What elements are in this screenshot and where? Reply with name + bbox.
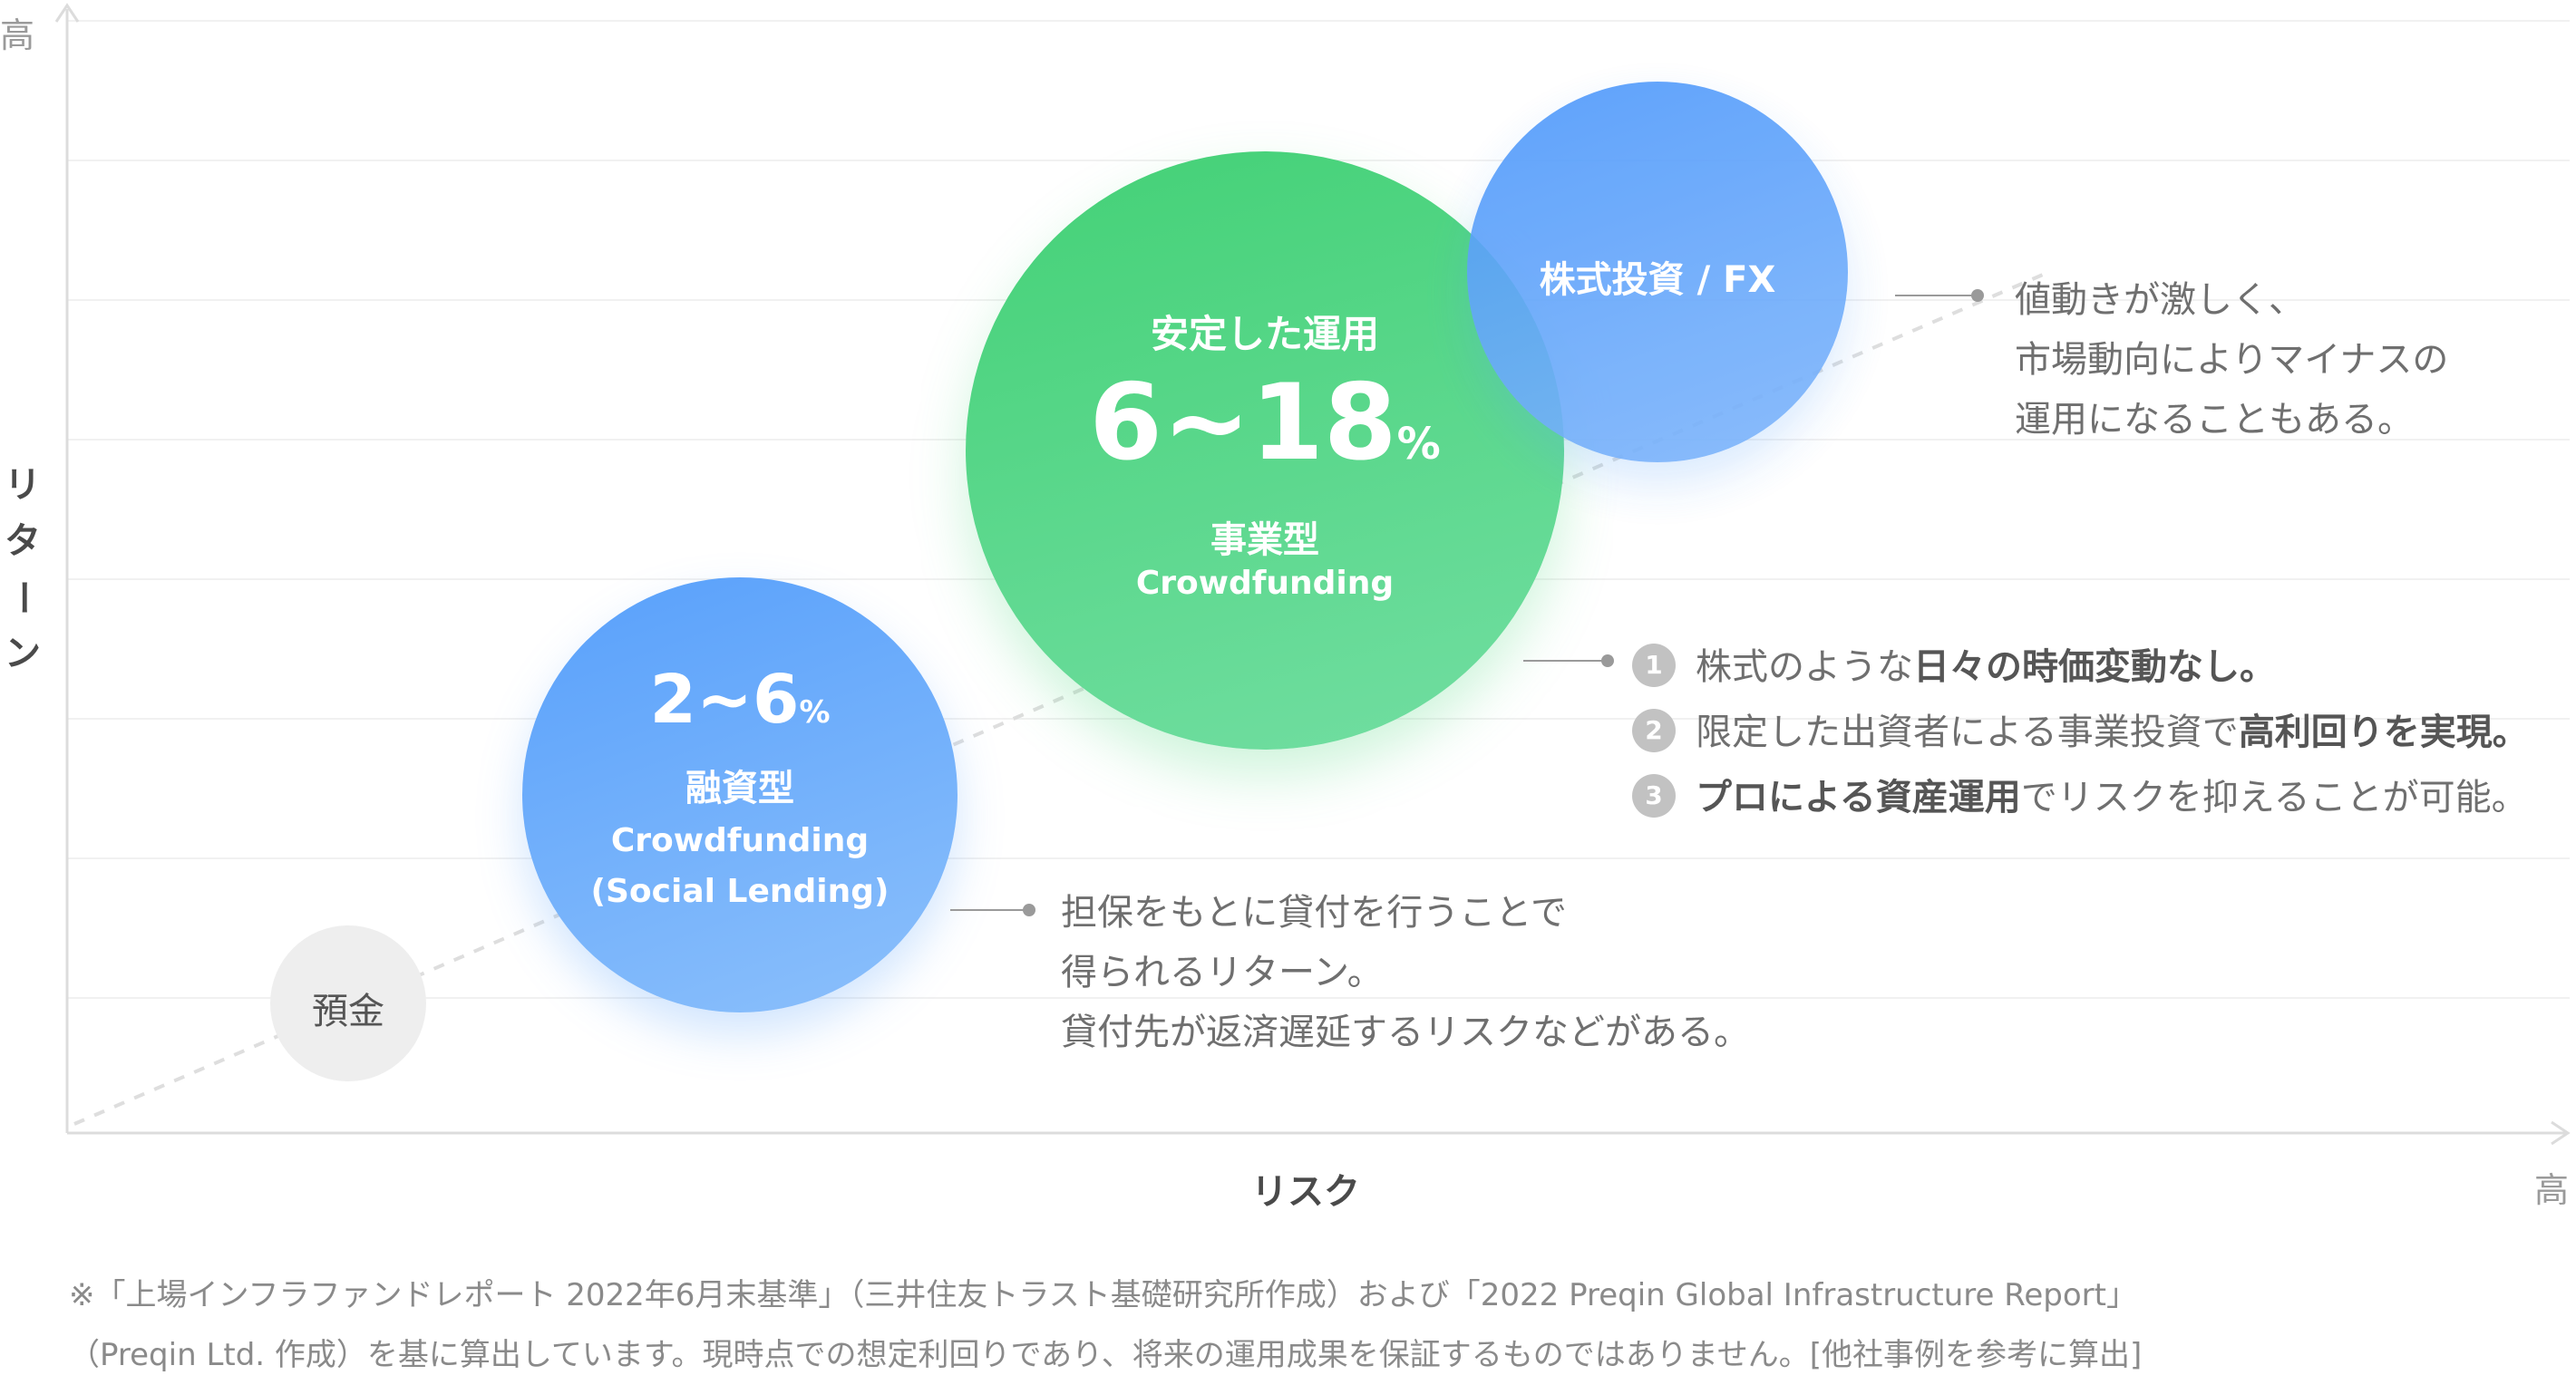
business-leader-dot [1601, 654, 1614, 667]
loan-sub-label-2: (Social Lending) [590, 873, 889, 910]
business-return-range: 6~18% [1089, 362, 1440, 484]
feature-item-2: 2 限定した出資者による事業投資で高利回りを実現。 [1632, 700, 2529, 765]
footnote: ※「上場インフラファンドレポート 2022年6月末基準」（三井住友トラスト基礎研… [69, 1265, 2142, 1385]
y-axis-label: リ タ ー ン [0, 457, 45, 682]
number-badge: 1 [1632, 644, 1676, 687]
y-axis-arrow [54, 3, 80, 23]
number-badge: 2 [1632, 709, 1676, 752]
loan-type-label: 融資型 [685, 768, 794, 809]
loan-range-unit: % [799, 694, 831, 731]
y-axis-label-char: リ [5, 464, 41, 506]
business-leader-line [1523, 660, 1607, 662]
deposit-bubble: 預金 [270, 925, 426, 1081]
business-type-label: 事業型 [1210, 519, 1319, 561]
annotation-line: 市場動向によりマイナスの [2015, 339, 2449, 381]
y-axis-label-char: ー [2, 579, 44, 615]
feature-text: でリスクを抑えることが可能。 [2020, 777, 2528, 818]
deposit-label: 預金 [312, 991, 384, 1032]
gridline [67, 20, 2570, 22]
business-sub-label: Crowdfunding [1135, 565, 1395, 602]
loan-annotation: 担保をもとに貸付を行うことで 得られるリターン。 貸付先が返済遅延するリスクなど… [1061, 883, 1750, 1062]
stock-leader-dot [1971, 289, 1984, 302]
feature-text: 限定した出資者による事業投資で [1696, 712, 2239, 753]
business-range-unit: % [1396, 419, 1441, 470]
gridline [67, 997, 2570, 999]
loan-leader-line [950, 909, 1028, 911]
loan-sub-label: Crowdfunding [610, 822, 870, 859]
stock-leader-line [1895, 295, 1977, 296]
feature-item-3: 3 プロによる資産運用でリスクを抑えることが可能。 [1632, 765, 2529, 830]
annotation-line: 運用になることもある。 [2015, 399, 2414, 441]
gridline [67, 857, 2570, 859]
footnote-line: ※「上場インフラファンドレポート 2022年6月末基準」（三井住友トラスト基礎研… [69, 1277, 2137, 1313]
y-axis-high-label: 高 [0, 15, 35, 55]
footnote-line: （Preqin Ltd. 作成）を基に算出しています。現時点での想定利回りであり… [69, 1337, 2143, 1373]
loan-leader-dot [1023, 904, 1035, 916]
loan-range-value: 2~6 [649, 661, 800, 739]
feature-text: 株式のような [1696, 646, 1913, 688]
annotation-line: 得られるリターン。 [1061, 952, 1384, 993]
stock-fx-label: 株式投資 / FX [1539, 259, 1776, 301]
stock-fx-bubble: 株式投資 / FX [1467, 82, 1848, 462]
feature-emphasis: 高利回りを実現。 [2238, 712, 2529, 753]
annotation-line: 貸付先が返済遅延するリスクなどがある。 [1061, 1012, 1750, 1053]
business-range-value: 6~18 [1089, 362, 1397, 484]
stock-annotation: 値動きが激しく、 市場動向によりマイナスの 運用になることもある。 [2015, 270, 2448, 450]
x-axis-arrow [2551, 1120, 2571, 1146]
annotation-line: 担保をもとに貸付を行うことで [1061, 892, 1567, 934]
feature-emphasis: 日々の時価変動なし。 [1913, 646, 2276, 688]
loan-crowdfunding-bubble: 2~6% 融資型 Crowdfunding (Social Lending) [522, 577, 957, 1012]
annotation-line: 値動きが激しく、 [2015, 279, 2305, 321]
x-axis-label: リスク [1251, 1171, 1360, 1213]
x-axis-high-label: 高 [2534, 1170, 2570, 1210]
feature-item-1: 1 株式のような日々の時価変動なし。 [1632, 634, 2529, 700]
y-axis-label-char: ン [5, 633, 41, 674]
business-crowdfunding-bubble: 安定した運用 6~18% 事業型 Crowdfunding [966, 151, 1564, 750]
feature-emphasis: プロによる資産運用 [1696, 777, 2021, 818]
business-annotation: 1 株式のような日々の時価変動なし。 2 限定した出資者による事業投資で高利回りを実… [1632, 634, 2529, 830]
y-axis-label-char: タ [5, 520, 41, 562]
number-badge: 3 [1632, 774, 1676, 818]
business-title: 安定した運用 [1150, 312, 1380, 356]
loan-return-range: 2~6% [649, 661, 830, 739]
